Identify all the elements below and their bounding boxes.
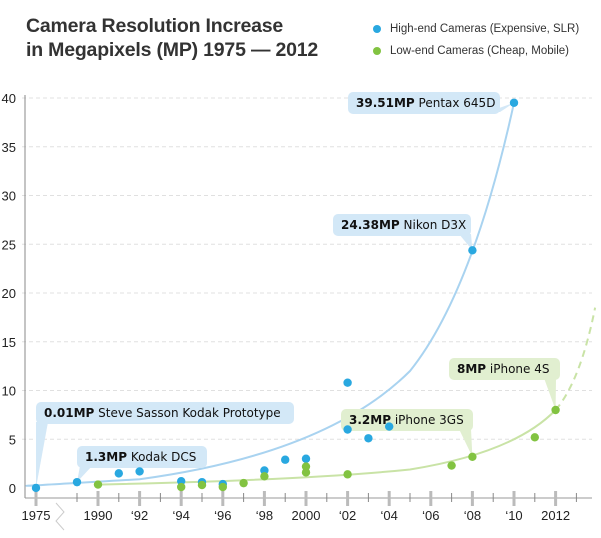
x-tick-label: ‘98 <box>256 508 273 523</box>
high-end-data-point <box>114 469 124 478</box>
legend-marker-low-end <box>373 47 381 55</box>
high-end-data-point <box>281 455 290 464</box>
annotation-label: 24.38MP Nikon D3X <box>341 218 466 232</box>
annotation-device: iPhone 4S <box>486 362 549 376</box>
low-end-data-point <box>551 405 560 415</box>
annotation-pointer <box>488 102 514 112</box>
y-tick-label: 5 <box>9 432 16 447</box>
x-tick-label: ‘02 <box>339 508 356 523</box>
y-tick-label: 35 <box>2 140 16 155</box>
low-end-data-point <box>197 480 207 490</box>
high-end-data-point <box>177 476 186 486</box>
low-end-data-point <box>218 482 227 492</box>
chart-title-line-1: Camera Resolution Increase <box>26 15 284 37</box>
low-end-data-point <box>260 472 269 481</box>
annotation-box <box>333 214 471 236</box>
y-tick-label: 0 <box>9 481 16 496</box>
x-tick-label: ‘94 <box>173 508 190 523</box>
high-end-data-point <box>343 425 352 434</box>
y-tick-label: 25 <box>2 237 16 252</box>
annotation-label: 1.3MP Kodak DCS <box>85 450 196 464</box>
high-end-data-point <box>301 454 311 463</box>
x-tick-label: 1975 <box>22 508 51 523</box>
x-tick-label: 2012 <box>541 508 570 523</box>
annotation-box <box>77 446 207 468</box>
x-tick-label: ‘04 <box>381 508 398 523</box>
x-tick-label: ‘96 <box>214 508 231 523</box>
high-end-data-point <box>343 378 352 387</box>
high-end-data-point <box>72 477 82 487</box>
low-end-data-point <box>468 452 477 461</box>
axis-break-icon <box>55 502 65 531</box>
annotation-box <box>341 409 473 431</box>
low-end-data-point <box>530 433 539 442</box>
legend-item-high-end: High-end Cameras (Expensive, SLR) <box>373 18 579 40</box>
annotation-pointer <box>544 378 556 410</box>
x-tick-label: 2000 <box>292 508 321 523</box>
annotation-device: Steve Sasson Kodak Prototype <box>94 406 280 420</box>
low-end-data-point <box>301 468 311 477</box>
annotation-device: Nikon D3X <box>400 218 467 232</box>
annotation-pointer <box>77 466 92 483</box>
high-end-data-point <box>135 467 144 476</box>
annotation-box <box>449 358 560 380</box>
high-end-data-point <box>31 483 41 493</box>
annotation-callout: 8MP iPhone 4S <box>449 358 560 410</box>
annotation-label: 8MP iPhone 4S <box>457 362 549 376</box>
chart-title-line-2: in Megapixels (MP) 1975 — 2012 <box>26 39 319 61</box>
annotation-value: 39.51MP <box>356 96 415 110</box>
y-tick-label: 20 <box>2 286 16 301</box>
annotation-box <box>36 402 294 424</box>
annotation-value: 8MP <box>457 362 486 376</box>
annotation-box <box>348 92 500 114</box>
annotation-callout: 0.01MP Steve Sasson Kodak Prototype <box>36 402 294 488</box>
annotation-pointer <box>459 429 473 457</box>
annotation-label: 39.51MP Pentax 645D <box>356 96 495 110</box>
low-end-data-point <box>343 470 352 479</box>
low-end-data-point <box>239 478 248 488</box>
low-end-data-point <box>177 482 186 492</box>
x-tick-label: ‘92 <box>131 508 148 523</box>
x-tick-label: ‘10 <box>505 508 522 523</box>
high-end-data-point <box>364 434 373 443</box>
annotation-pointer <box>36 422 48 488</box>
annotation-callout: 24.38MP Nikon D3X <box>333 214 473 251</box>
y-tick-label: 10 <box>2 384 16 399</box>
x-tick-label: 1990 <box>84 508 113 523</box>
low-end-projection-line <box>554 307 597 411</box>
y-tick-label: 40 <box>2 91 16 106</box>
x-tick-label: ‘08 <box>464 508 481 523</box>
annotation-value: 3.2MP <box>349 413 391 427</box>
y-tick-label: 15 <box>2 335 16 350</box>
annotation-value: 0.01MP <box>44 406 95 420</box>
annotation-label: 3.2MP iPhone 3GS <box>349 413 464 427</box>
annotation-callout: 3.2MP iPhone 3GS <box>341 409 473 457</box>
legend-item-low-end: Low-end Cameras (Cheap, Mobile) <box>373 40 579 62</box>
low-end-data-point <box>447 461 456 470</box>
low-end-data-point <box>93 480 103 489</box>
legend: High-end Cameras (Expensive, SLR) Low-en… <box>373 18 579 62</box>
y-tick-label: 30 <box>2 189 16 204</box>
legend-marker-high-end <box>373 25 381 33</box>
annotation-pointer <box>459 234 473 251</box>
legend-label-high-end: High-end Cameras (Expensive, SLR) <box>390 23 580 35</box>
annotation-value: 1.3MP <box>85 450 127 464</box>
high-end-data-point <box>468 246 477 255</box>
annotation-label: 0.01MP Steve Sasson Kodak Prototype <box>44 406 281 420</box>
high-end-data-point <box>385 422 394 431</box>
legend-label-low-end: Low-end Cameras (Cheap, Mobile) <box>390 45 569 57</box>
annotation-device: Kodak DCS <box>127 450 196 464</box>
high-end-data-point <box>509 98 519 107</box>
x-tick-label: ‘06 <box>422 508 439 523</box>
annotation-value: 24.38MP <box>341 218 400 232</box>
annotation-callout: 39.51MP Pentax 645D <box>348 92 514 114</box>
low-end-data-point <box>301 462 311 471</box>
annotation-callout: 1.3MP Kodak DCS <box>77 446 207 483</box>
chart-title: Camera Resolution Increase in Megapixels… <box>26 14 318 62</box>
high-end-data-point <box>260 466 269 475</box>
annotation-device: Pentax 645D <box>415 96 496 110</box>
annotation-device: iPhone 3GS <box>391 413 464 427</box>
